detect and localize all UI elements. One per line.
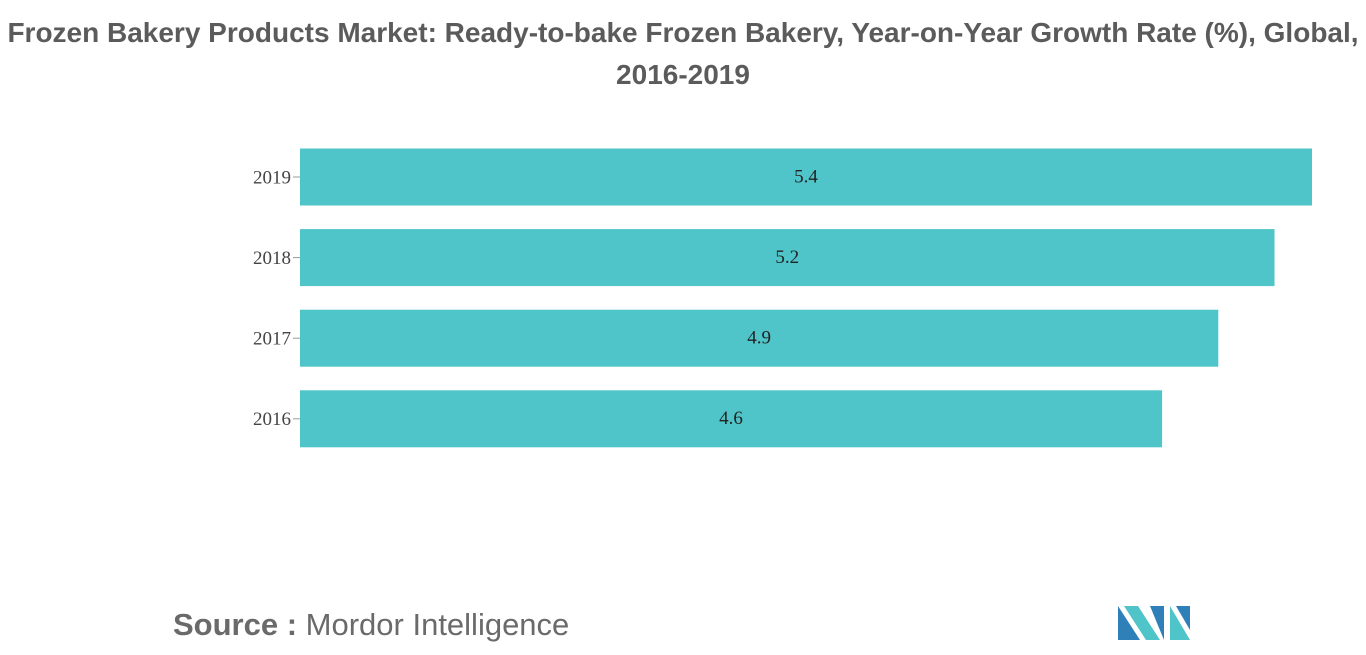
logo [1118,606,1190,640]
source-label: Source : [173,607,298,642]
y-tick-label: 2017 [253,329,291,350]
bar [300,229,1275,287]
y-tick-label: 2019 [253,167,291,188]
data-label: 5.2 [775,247,799,268]
y-tick-label: 2018 [253,248,291,269]
bar [300,390,1163,448]
y-tick-label: 2016 [253,409,291,430]
data-label: 4.6 [719,408,743,429]
source: Source : Mordor Intelligence [173,607,569,643]
data-label: 5.4 [794,166,818,187]
bar [300,148,1312,206]
source-text: Mordor Intelligence [305,607,570,642]
bar [300,309,1219,367]
chart-title: Frozen Bakery Products Market: Ready-to-… [7,17,1359,90]
data-label: 4.9 [747,328,771,349]
